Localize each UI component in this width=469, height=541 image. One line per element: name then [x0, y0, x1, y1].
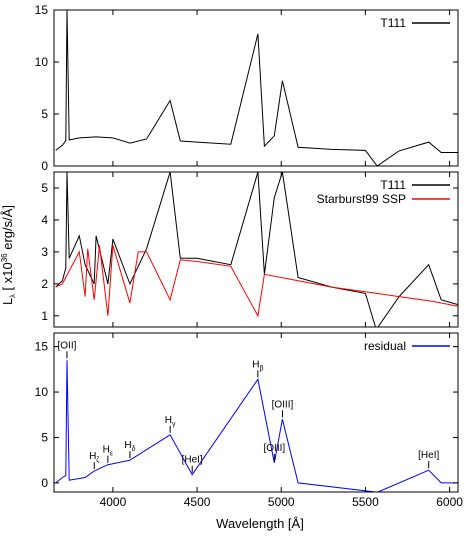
plot-frame	[53, 332, 459, 493]
y-axis-title: Lλ [ x1036 erg/s/Å]	[0, 205, 17, 305]
annotation-label: [OIII]	[272, 399, 294, 410]
legend-label: residual	[364, 339, 406, 353]
annotation-label: [HeI]	[418, 450, 439, 461]
annotation-label: Hβ	[252, 359, 263, 372]
y-tick-label: 5	[41, 430, 48, 444]
y-tick-label: 1	[41, 309, 48, 323]
panel-top: 0 5 10 15 T111	[35, 3, 459, 173]
x-tick-label: 4500	[184, 495, 211, 509]
annotation-label: Hδ	[124, 440, 135, 453]
x-tick-label: 5000	[268, 495, 295, 509]
y-tick-label: 15	[35, 340, 49, 354]
y-tick-label: 15	[35, 3, 49, 17]
y-tick-label: 0	[41, 476, 48, 490]
y-tick-label: 2	[41, 277, 48, 291]
y-tick-label: 5	[41, 107, 48, 121]
legend-label: T111	[380, 178, 406, 192]
annotation-label: [OII]	[58, 340, 77, 351]
annotation-label: Hε	[103, 445, 113, 458]
legend-label: T111	[380, 16, 406, 30]
plot-frame	[53, 9, 459, 167]
y-axis-title-main: L	[0, 298, 15, 305]
y-tick-label: 10	[35, 385, 49, 399]
y-axis-title-exp: 36	[0, 253, 9, 262]
y-tick-label: 4	[41, 213, 48, 227]
x-tick-label: 5500	[352, 495, 379, 509]
plot-frame	[53, 171, 459, 328]
x-tick-label: 4000	[100, 495, 127, 509]
panel-bottom: 0 5 10 15 4000 4500 5000 5500 6000 residual [OII] H…	[35, 332, 463, 509]
y-tick-label: 10	[35, 55, 49, 69]
legend-label: Starburst99 SSP	[317, 192, 406, 206]
series-line-residual	[55, 360, 458, 492]
annotation-label: [OIII]	[264, 443, 286, 454]
y-tick-label: 3	[41, 245, 48, 259]
x-tick-label: 6000	[436, 495, 463, 509]
y-axis-title-sub: λ	[8, 294, 17, 298]
y-tick-label: 5	[41, 181, 48, 195]
annotation-label: Hγ	[165, 415, 176, 428]
y-axis-title-unit: erg/s/Å]	[0, 205, 15, 253]
x-axis-title: Wavelength [Å]	[216, 516, 304, 531]
y-axis-title-bracket: [ x10	[0, 262, 15, 294]
y-tick-label: 0	[41, 159, 48, 173]
series-line-starburst99-ssp	[55, 245, 458, 318]
annotation-label: [HeI]	[182, 455, 203, 466]
annotation-label: Hζ	[89, 451, 99, 464]
series-line-t111	[55, 172, 458, 327]
series-line-t111	[55, 10, 458, 166]
